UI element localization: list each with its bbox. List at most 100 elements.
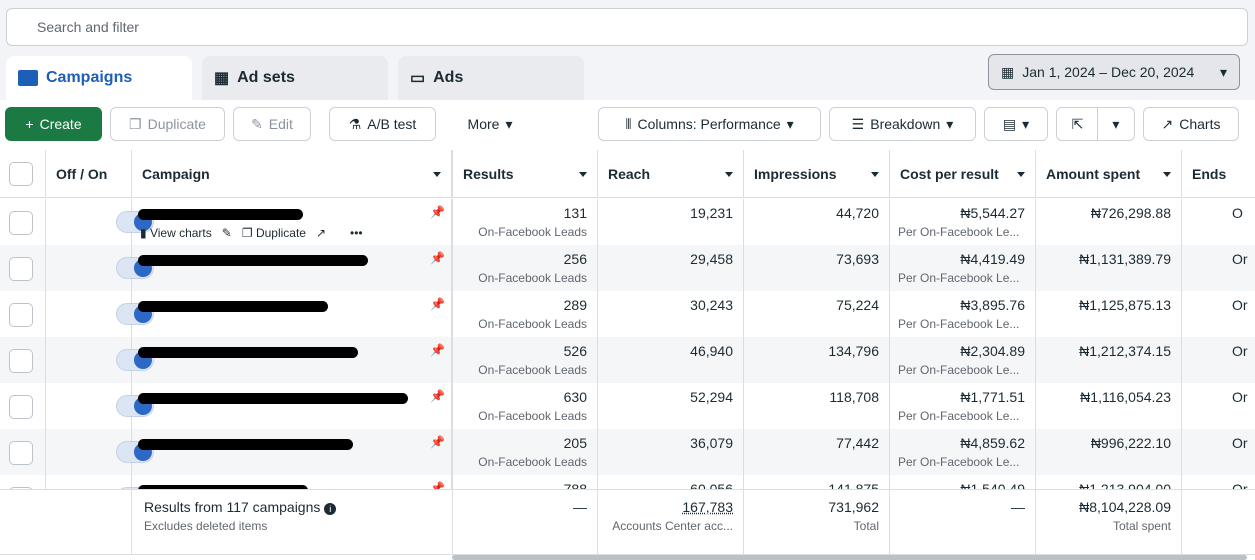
header-cost-per-result[interactable]: Cost per result	[890, 150, 1036, 198]
redacted-campaign-name[interactable]	[138, 347, 358, 358]
columns-label: Columns: Performance	[637, 116, 781, 132]
horizontal-scrollbar[interactable]	[452, 555, 1247, 560]
header-amount-spent[interactable]: Amount spent	[1036, 150, 1182, 198]
pin-icon[interactable]: 📌	[430, 251, 445, 265]
redacted-campaign-name[interactable]	[138, 439, 353, 450]
redacted-campaign-name[interactable]	[138, 301, 328, 312]
cpr-type: Per On-Facebook Le...	[898, 225, 1020, 239]
row-checkbox[interactable]	[9, 303, 33, 327]
sort-caret-icon	[871, 172, 879, 177]
header-impressions[interactable]: Impressions	[744, 150, 890, 198]
row-checkbox[interactable]	[9, 257, 33, 281]
duplicate-action[interactable]: ❐ Duplicate	[242, 226, 306, 240]
results-cell: 630 On-Facebook Leads	[453, 383, 598, 429]
chart-icon[interactable]: ↗	[315, 226, 327, 240]
results-value: 526	[563, 343, 587, 359]
reach-cell: 30,243	[598, 291, 744, 337]
header-campaign[interactable]: Campaign	[132, 150, 453, 198]
campaign-cell: 📌 ▮ View charts ✎ ❐ Duplicate ↗ •••	[132, 199, 453, 245]
more-button[interactable]: More ▾	[450, 107, 530, 141]
tab-campaigns[interactable]: Campaigns	[6, 56, 192, 100]
create-button[interactable]: + Create	[5, 107, 102, 141]
table-row[interactable]: 📌 630 On-Facebook Leads 52,294 118,708 ₦1…	[0, 383, 1255, 429]
reports-icon: ▤	[1002, 115, 1017, 132]
export-button[interactable]: ⇱ ▾	[1056, 107, 1135, 141]
view-charts-action[interactable]: ▮ View charts	[140, 226, 212, 240]
campaigns-table: Off / On Campaign Results Reach Impressi…	[0, 150, 1255, 560]
reach-cell: 29,458	[598, 245, 744, 291]
ends-cell: Or	[1182, 245, 1255, 291]
select-all-checkbox[interactable]	[9, 162, 33, 186]
ends-value: Or	[1232, 435, 1248, 451]
footer-results-value: —	[573, 499, 587, 515]
duplicate-label: Duplicate	[147, 116, 206, 132]
charts-button[interactable]: ↗ Charts	[1143, 107, 1239, 141]
info-icon[interactable]: i	[324, 503, 337, 515]
calendar-icon: ▦	[1001, 63, 1015, 80]
table-row[interactable]: 📌 205 On-Facebook Leads 36,079 77,442 ₦4,…	[0, 429, 1255, 475]
pin-icon[interactable]: 📌	[430, 389, 445, 403]
columns-button[interactable]: ⦀ Columns: Performance ▾	[598, 107, 821, 141]
redacted-campaign-name[interactable]	[138, 209, 303, 220]
search-input[interactable]: Search and filter	[6, 8, 1248, 46]
footer-reach-value[interactable]: 167,783	[682, 499, 733, 515]
ab-test-button[interactable]: ⚗ A/B test	[329, 107, 436, 141]
cpr-cell: ₦3,895.76 Per On-Facebook Le...	[890, 291, 1036, 337]
results-cell: 256 On-Facebook Leads	[453, 245, 598, 291]
results-cell: 205 On-Facebook Leads	[453, 429, 598, 475]
pencil-icon: ✎	[251, 115, 263, 132]
reach-value: 52,294	[690, 389, 733, 405]
chevron-down-icon: ▾	[505, 115, 513, 132]
toggle-cell	[46, 291, 154, 337]
pin-icon[interactable]: 📌	[430, 343, 445, 357]
cpr-value: ₦5,544.27	[960, 205, 1025, 221]
pin-icon[interactable]: 📌	[430, 435, 445, 449]
more-icon[interactable]: •••	[350, 226, 363, 240]
results-value: 289	[563, 297, 587, 313]
redacted-campaign-name[interactable]	[138, 255, 368, 266]
row-checkbox[interactable]	[9, 395, 33, 419]
header-reach[interactable]: Reach	[598, 150, 744, 198]
header-ends[interactable]: Ends	[1182, 150, 1255, 198]
reach-value: 36,079	[690, 435, 733, 451]
more-label: More	[467, 116, 500, 132]
ad-icon: ▭	[410, 70, 426, 87]
pin-icon[interactable]: 📌	[430, 205, 445, 219]
pin-icon[interactable]: 📌	[430, 297, 445, 311]
sort-caret-icon	[725, 172, 733, 177]
ab-test-label: A/B test	[367, 116, 417, 132]
footer-summary: Results from 117 campaigns i Excludes de…	[132, 490, 453, 555]
spent-cell: ₦726,298.88	[1036, 199, 1182, 245]
divider	[1097, 107, 1099, 141]
duplicate-button[interactable]: ❐ Duplicate	[110, 107, 225, 141]
impressions-cell: 73,693	[744, 245, 890, 291]
tab-ads[interactable]: ▭ Ads	[398, 56, 584, 100]
table-row[interactable]: 📌 526 On-Facebook Leads 46,940 134,796 ₦2…	[0, 337, 1255, 383]
row-checkbox[interactable]	[9, 441, 33, 465]
row-checkbox[interactable]	[9, 349, 33, 373]
toggle-cell	[46, 337, 154, 383]
campaign-cell: 📌	[132, 337, 453, 383]
results-cell: 526 On-Facebook Leads	[453, 337, 598, 383]
flask-icon: ⚗	[348, 115, 362, 132]
spent-cell: ₦1,116,054.23	[1036, 383, 1182, 429]
table-row[interactable]: 📌 289 On-Facebook Leads 30,243 75,224 ₦3,…	[0, 291, 1255, 337]
header-results[interactable]: Results	[453, 150, 598, 198]
row-checkbox[interactable]	[9, 211, 33, 235]
table-row[interactable]: 📌 256 On-Facebook Leads 29,458 73,693 ₦4,…	[0, 245, 1255, 291]
grid-icon: ▦	[214, 70, 230, 87]
toggle-cell	[46, 199, 154, 245]
redacted-campaign-name[interactable]	[138, 393, 408, 404]
reports-button[interactable]: ▤ ▾	[984, 107, 1048, 141]
plus-icon: +	[25, 116, 34, 132]
tab-ad-sets[interactable]: ▦ Ad sets	[202, 56, 388, 100]
header-label: Ends	[1192, 165, 1227, 182]
edit-icon[interactable]: ✎	[221, 226, 232, 240]
date-range-picker[interactable]: ▦ Jan 1, 2024 – Dec 20, 2024 ▾	[988, 54, 1240, 90]
cpr-type: Per On-Facebook Le...	[898, 271, 1020, 285]
edit-button[interactable]: ✎ Edit	[233, 107, 311, 141]
header-label: Cost per result	[900, 165, 999, 182]
table-row[interactable]: 📌 ▮ View charts ✎ ❐ Duplicate ↗ ••• 131 O…	[0, 199, 1255, 245]
columns-icon: ⦀	[625, 115, 632, 132]
breakdown-button[interactable]: ☰ Breakdown ▾	[829, 107, 976, 141]
